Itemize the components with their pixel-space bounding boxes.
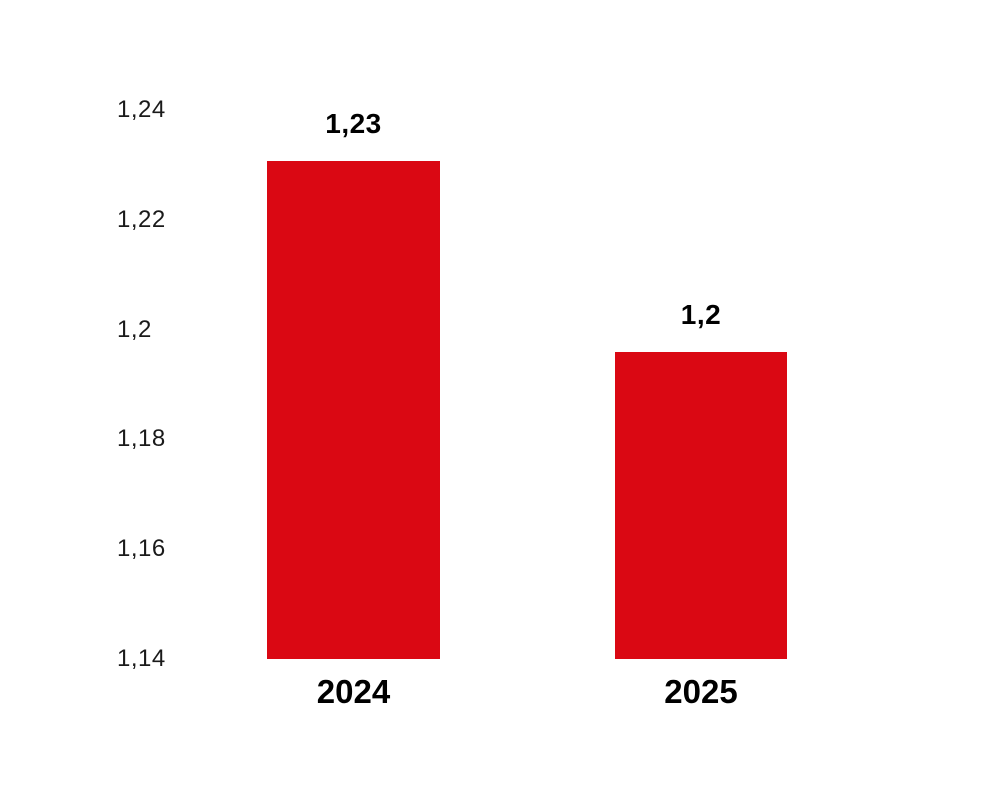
y-axis-tick-label: 1,18 [117,425,166,453]
y-axis-tick-label: 1,16 [117,535,166,563]
bar-value-label-2024: 1,23 [325,108,382,140]
y-axis-tick-label: 1,22 [117,205,166,233]
y-axis-tick-label: 1,14 [117,645,166,672]
y-axis-tick-label: 1,24 [117,96,166,123]
bar-value-label-2025: 1,2 [680,298,722,330]
y-axis-tick-label: 1,2 [117,315,152,343]
bar-2025 [615,351,787,659]
category-label-2025: 2025 [664,673,738,710]
category-label-2024: 2024 [316,673,391,710]
bar-2024 [267,161,440,659]
